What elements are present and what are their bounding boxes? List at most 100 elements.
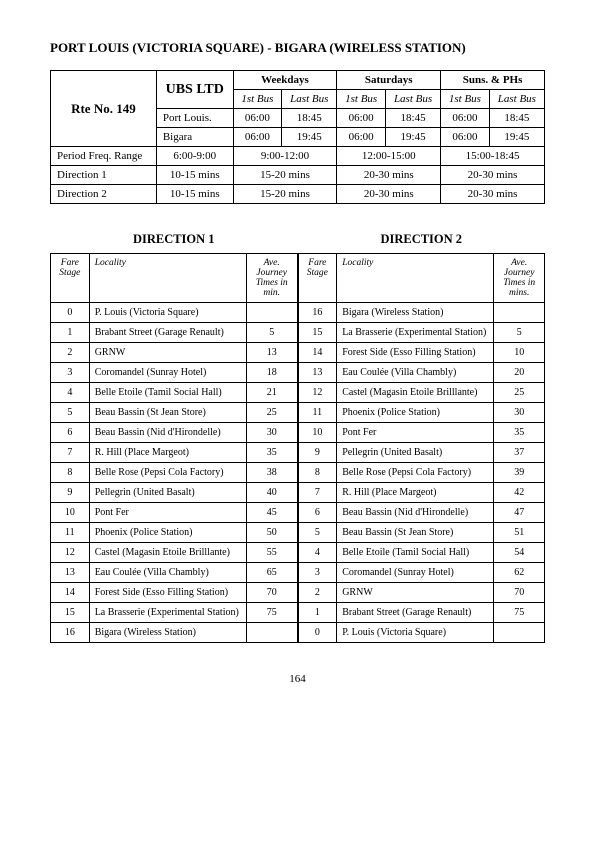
fare-time: 10 xyxy=(494,343,545,363)
schedule-table: Rte No. 149 UBS LTD Weekdays Saturdays S… xyxy=(50,70,545,204)
fare-locality: P. Louis (Victoria Square) xyxy=(89,303,246,323)
fare-stage: 11 xyxy=(298,403,337,423)
fare-time: 13 xyxy=(246,343,297,363)
fare-stage: 15 xyxy=(298,323,337,343)
fare-row: 16Bigara (Wireless Station) xyxy=(298,303,545,323)
fare-time xyxy=(494,623,545,643)
fare-row: 1Brabant Street (Garage Renault)75 xyxy=(298,603,545,623)
fare-stage: 2 xyxy=(298,583,337,603)
fare-row: 10Pont Fer35 xyxy=(298,423,545,443)
fare-stage: 15 xyxy=(51,603,90,623)
fare-locality: Belle Rose (Pepsi Cola Factory) xyxy=(337,463,494,483)
fare-locality: Pellegrin (United Basalt) xyxy=(337,443,494,463)
fare-row: 0P. Louis (Victoria Square) xyxy=(298,623,545,643)
cell: 06:00 xyxy=(441,128,490,147)
fare-row: 15La Brasserie (Experimental Station)75 xyxy=(51,603,298,623)
fare-time: 25 xyxy=(494,383,545,403)
fare-time: 30 xyxy=(494,403,545,423)
dir-cell: 20-30 mins xyxy=(337,166,441,185)
fare-locality: La Brasserie (Experimental Station) xyxy=(89,603,246,623)
fare-time: 37 xyxy=(494,443,545,463)
dir-cell: 15-20 mins xyxy=(233,166,337,185)
fare-table-dir2: Fare Stage Locality Ave. Journey Times i… xyxy=(298,253,546,643)
fare-time xyxy=(246,623,297,643)
fare-stage: 13 xyxy=(298,363,337,383)
fare-stage: 16 xyxy=(51,623,90,643)
fare-row: 4Belle Etoile (Tamil Social Hall)54 xyxy=(298,543,545,563)
dir-cell: 10-15 mins xyxy=(156,185,233,204)
fare-locality: Beau Bassin (Nid d'Hirondelle) xyxy=(337,503,494,523)
fare-stage: 6 xyxy=(51,423,90,443)
fare-time: 65 xyxy=(246,563,297,583)
fare-time: 54 xyxy=(494,543,545,563)
fare-locality: Castel (Magasin Etoile Brilllante) xyxy=(89,543,246,563)
freq-cell: 6:00-9:00 xyxy=(156,147,233,166)
fare-locality: Phoenix (Police Station) xyxy=(89,523,246,543)
fare-locality: Brabant Street (Garage Renault) xyxy=(89,323,246,343)
route-number: Rte No. 149 xyxy=(51,71,157,147)
dir-label: Direction 2 xyxy=(51,185,157,204)
fare-stage: 13 xyxy=(51,563,90,583)
fare-locality: Beau Bassin (St Jean Store) xyxy=(89,403,246,423)
cell: 06:00 xyxy=(233,128,282,147)
fare-locality: GRNW xyxy=(89,343,246,363)
operator-name: UBS LTD xyxy=(156,71,233,109)
fare-row: 13Eau Coulée (Villa Chambly)20 xyxy=(298,363,545,383)
fare-stage: 12 xyxy=(51,543,90,563)
fare-stage: 4 xyxy=(298,543,337,563)
col-locality: Locality xyxy=(337,254,494,303)
fare-row: 5Beau Bassin (St Jean Store)51 xyxy=(298,523,545,543)
fare-time xyxy=(494,303,545,323)
page-number: 164 xyxy=(50,673,545,685)
freq-range-row: Period Freq. Range 6:00-9:00 9:00-12:00 … xyxy=(51,147,545,166)
fare-stage: 3 xyxy=(51,363,90,383)
direction1-heading: DIRECTION 1 xyxy=(50,232,298,247)
fare-time: 5 xyxy=(246,323,297,343)
fare-time: 62 xyxy=(494,563,545,583)
fare-locality: Phoenix (Police Station) xyxy=(337,403,494,423)
fare-stage: 8 xyxy=(51,463,90,483)
fare-row: 14Forest Side (Esso Filling Station)70 xyxy=(51,583,298,603)
fare-locality: GRNW xyxy=(337,583,494,603)
dir-cell: 20-30 mins xyxy=(441,166,545,185)
fare-row: 6Beau Bassin (Nid d'Hirondelle)47 xyxy=(298,503,545,523)
fare-time: 39 xyxy=(494,463,545,483)
fare-locality: Castel (Magasin Etoile Brilllante) xyxy=(337,383,494,403)
fare-row: 4Belle Etoile (Tamil Social Hall)21 xyxy=(51,383,298,403)
fare-time: 45 xyxy=(246,503,297,523)
fare-time: 20 xyxy=(494,363,545,383)
direction2-heading: DIRECTION 2 xyxy=(298,232,546,247)
fare-row: 10Pont Fer45 xyxy=(51,503,298,523)
fare-locality: Forest Side (Esso Filling Station) xyxy=(337,343,494,363)
fare-locality: Bigara (Wireless Station) xyxy=(89,623,246,643)
fare-stage: 7 xyxy=(51,443,90,463)
fare-time: 55 xyxy=(246,543,297,563)
fare-time: 75 xyxy=(494,603,545,623)
fare-stage: 6 xyxy=(298,503,337,523)
fare-stage: 14 xyxy=(51,583,90,603)
fare-locality: Forest Side (Esso Filling Station) xyxy=(89,583,246,603)
fare-stage: 9 xyxy=(298,443,337,463)
fare-locality: La Brasserie (Experimental Station) xyxy=(337,323,494,343)
fare-stage: 14 xyxy=(298,343,337,363)
fare-stage: 5 xyxy=(298,523,337,543)
fare-table-dir1: Fare Stage Locality Ave. Journey Times i… xyxy=(50,253,298,643)
col-time: Ave. Journey Times in min. xyxy=(246,254,297,303)
sub-lastbus: Last Bus xyxy=(282,90,337,109)
fare-time: 30 xyxy=(246,423,297,443)
dir-label: Direction 1 xyxy=(51,166,157,185)
col-sundays: Suns. & PHs xyxy=(441,71,545,90)
fare-row: 3Coromandel (Sunray Hotel)18 xyxy=(51,363,298,383)
fare-row: 7R. Hill (Place Margeot)35 xyxy=(51,443,298,463)
page-title: PORT LOUIS (VICTORIA SQUARE) - BIGARA (W… xyxy=(50,40,545,56)
fare-time xyxy=(246,303,297,323)
cell: 18:45 xyxy=(385,109,440,128)
fare-row: 5Beau Bassin (St Jean Store)25 xyxy=(51,403,298,423)
fare-row: 1Brabant Street (Garage Renault)5 xyxy=(51,323,298,343)
col-saturdays: Saturdays xyxy=(337,71,441,90)
fare-locality: Pellegrin (United Basalt) xyxy=(89,483,246,503)
cell: 19:45 xyxy=(282,128,337,147)
fare-time: 35 xyxy=(246,443,297,463)
col-stage: Fare Stage xyxy=(298,254,337,303)
fare-stage: 1 xyxy=(298,603,337,623)
